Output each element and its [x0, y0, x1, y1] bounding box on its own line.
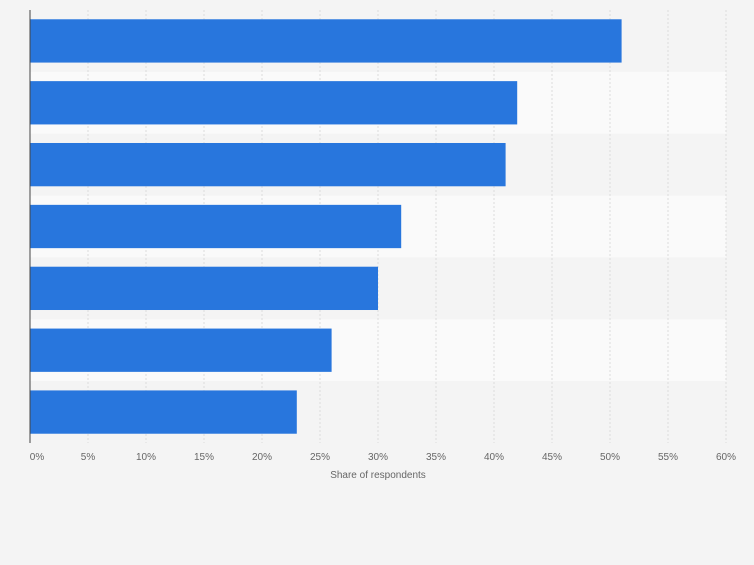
x-tick-label: 30%: [368, 452, 388, 463]
bar[interactable]: [30, 328, 332, 372]
x-tick-label: 60%: [716, 452, 736, 463]
x-tick-label: 50%: [600, 452, 620, 463]
bar[interactable]: [30, 142, 506, 187]
bar[interactable]: [30, 19, 622, 63]
x-tick-label: 25%: [310, 452, 330, 463]
bar[interactable]: [30, 266, 378, 311]
x-tick-label: 45%: [542, 452, 562, 463]
x-axis-tick-labels: 0% 5% 10% 15% 20% 25% 30% 35% 40% 45% 50% 55% 60%: [30, 452, 736, 463]
x-axis-label: Share of respondents: [330, 470, 426, 481]
bar[interactable]: [30, 81, 518, 125]
x-tick-label: 40%: [484, 452, 504, 463]
bars: [30, 19, 622, 434]
x-tick-label: 5%: [81, 452, 96, 463]
x-tick-label: 10%: [136, 452, 156, 463]
x-tick-label: 55%: [658, 452, 678, 463]
x-tick-label: 0%: [30, 452, 45, 463]
x-tick-label: 20%: [252, 452, 272, 463]
x-tick-label: 15%: [194, 452, 214, 463]
x-tick-label: 35%: [426, 452, 446, 463]
bar[interactable]: [30, 204, 402, 249]
bar[interactable]: [30, 390, 297, 434]
